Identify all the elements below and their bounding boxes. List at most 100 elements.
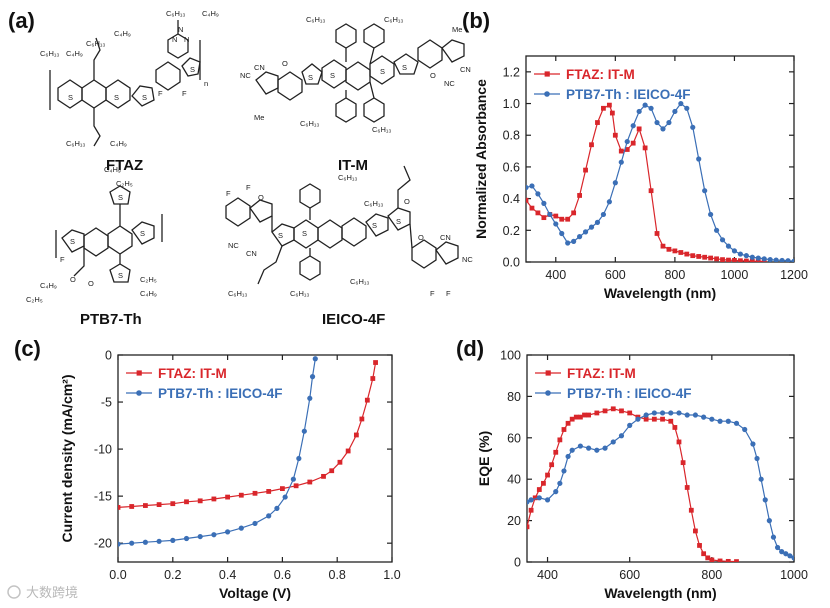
- data-point: [211, 496, 217, 502]
- y-tick-label: 0: [514, 556, 521, 570]
- data-point: [553, 449, 559, 455]
- data-point: [225, 529, 231, 535]
- data-point: [364, 397, 370, 403]
- series-ptb7-th-ieico-4f: [527, 410, 794, 561]
- data-point: [610, 439, 616, 445]
- data-point: [582, 412, 587, 418]
- y-tick-label: 0: [105, 349, 112, 363]
- x-tick-label: 1000: [721, 268, 749, 282]
- data-point: [565, 453, 571, 460]
- data-point: [156, 538, 162, 544]
- data-point: [697, 543, 702, 548]
- ieico-atom-nc2: NC: [462, 255, 473, 264]
- data-point: [668, 410, 674, 416]
- data-point: [714, 256, 719, 262]
- data-point: [701, 551, 707, 557]
- it-m-atom-nc1: NC: [240, 71, 251, 80]
- y-axis-label: Current density (mA/cm²): [59, 374, 75, 542]
- y-tick-label: -20: [94, 537, 112, 551]
- data-point: [678, 250, 684, 255]
- data-point: [791, 555, 794, 561]
- data-point: [156, 502, 162, 508]
- legend-marker: [544, 71, 550, 77]
- it-m-atom-s2: S: [330, 71, 335, 80]
- data-point: [553, 213, 559, 219]
- ptb7-atom-s1: S: [70, 237, 75, 246]
- ftaz-atom-n2: N: [184, 35, 189, 44]
- data-point: [528, 507, 534, 513]
- data-point: [601, 105, 606, 111]
- panel-c: (c) 0.0 0.2 0.4 0.6 0.8 1.0 0 -5 -10 -15 -20 Voltag…: [14, 336, 401, 601]
- legend-label: PTB7-Th : IEICO-4F: [158, 386, 283, 401]
- data-point: [527, 524, 530, 530]
- chart-eqe: 400 600 800 1000 0 20 40 60 80 100 Wavelength (nm)…: [476, 349, 808, 602]
- data-point: [708, 211, 714, 218]
- data-point: [717, 558, 723, 562]
- data-point: [684, 485, 690, 490]
- y-axis-label: EQE (%): [476, 431, 492, 486]
- ieico-atom-cn1: CN: [246, 249, 257, 258]
- data-point: [676, 439, 682, 445]
- series-ftaz-it-m: [526, 102, 767, 262]
- data-point: [787, 553, 793, 559]
- data-point: [197, 498, 203, 504]
- data-point: [761, 256, 767, 262]
- ftaz-atom-n: n: [204, 79, 208, 88]
- data-point: [619, 408, 624, 414]
- data-point: [535, 210, 541, 216]
- ieico-atom-s1: S: [278, 231, 283, 240]
- y-tick-label: 20: [507, 514, 521, 528]
- data-point: [565, 216, 571, 222]
- data-point: [783, 551, 789, 557]
- y-tick-label: 100: [500, 349, 521, 363]
- data-point: [561, 427, 567, 432]
- it-m-sub-2: C₆H₁₃: [384, 15, 403, 24]
- data-point: [725, 558, 731, 562]
- ftaz-atom-n1: N: [172, 35, 177, 44]
- data-point: [717, 418, 723, 424]
- data-point: [301, 428, 307, 434]
- data-point: [529, 183, 535, 189]
- data-point: [183, 535, 190, 542]
- data-point: [142, 539, 148, 545]
- watermark-text: 大数跨境: [26, 585, 78, 600]
- ftaz-atom-s2: S: [114, 93, 119, 102]
- legend-label: PTB7-Th : IEICO-4F: [566, 87, 691, 102]
- legend-label: FTAZ: IT-M: [567, 366, 636, 381]
- data-point: [238, 492, 244, 498]
- data-point: [738, 258, 743, 262]
- data-point: [734, 559, 739, 562]
- ptb7-atom-s3: S: [118, 193, 123, 202]
- data-point: [549, 462, 555, 468]
- data-point: [225, 494, 230, 500]
- data-point: [329, 468, 335, 474]
- data-point: [636, 108, 642, 115]
- ftaz-sub-2: C₄H₉: [114, 29, 131, 38]
- y-tick-label: 0.6: [503, 160, 520, 174]
- data-point: [595, 120, 600, 125]
- data-point: [651, 410, 657, 416]
- data-point: [624, 138, 630, 145]
- data-point: [582, 229, 589, 235]
- data-point: [701, 414, 707, 420]
- data-point: [586, 445, 592, 451]
- data-point: [684, 105, 690, 111]
- data-point: [118, 541, 121, 547]
- data-point: [725, 243, 732, 249]
- data-point: [774, 544, 781, 551]
- ieico-atom-f2: F: [246, 183, 251, 192]
- data-point: [719, 237, 726, 243]
- data-point: [594, 447, 600, 453]
- data-point: [660, 416, 665, 422]
- data-point: [252, 520, 258, 527]
- data-point: [312, 356, 318, 362]
- x-tick-label: 400: [545, 268, 566, 282]
- molecule-name-it-m: IT-M: [338, 157, 368, 174]
- data-point: [773, 257, 779, 262]
- ftaz-sub-8: C₄H₉: [110, 139, 127, 148]
- x-tick-label: 0.2: [164, 568, 181, 582]
- ptb7-sub-1: C₄H₉: [104, 165, 121, 174]
- data-point: [779, 549, 785, 555]
- data-point: [565, 420, 571, 426]
- data-point: [666, 119, 672, 126]
